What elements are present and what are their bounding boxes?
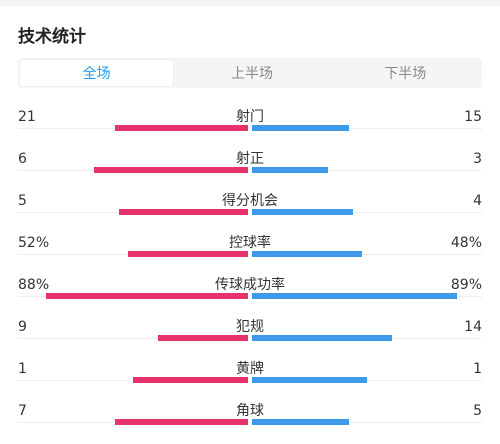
away-value: 5 — [473, 403, 482, 419]
top-divider — [0, 0, 500, 6]
away-track — [252, 254, 482, 255]
home-bar — [115, 125, 248, 131]
stat-row: 9 犯规 14 — [0, 318, 500, 360]
period-tabs: 全场 上半场 下半场 — [18, 58, 482, 88]
away-value: 89% — [450, 277, 482, 293]
away-bar — [252, 335, 392, 341]
away-track — [252, 422, 482, 423]
home-track — [18, 338, 248, 339]
away-bar — [252, 209, 353, 215]
stat-label: 射门 — [236, 109, 264, 125]
home-value: 6 — [18, 151, 27, 167]
stat-row: 88% 传球成功率 89% — [0, 276, 500, 318]
stat-row: 6 射正 3 — [0, 150, 500, 192]
page-title: 技术统计 — [18, 27, 86, 47]
tab-full-match[interactable]: 全场 — [20, 60, 174, 86]
away-value: 1 — [473, 361, 482, 377]
stat-row: 1 黄牌 1 — [0, 360, 500, 402]
stat-row: 52% 控球率 48% — [0, 234, 500, 276]
away-bar — [252, 377, 367, 383]
away-bar — [252, 167, 328, 173]
home-value: 1 — [18, 361, 27, 377]
away-bar — [252, 125, 349, 131]
stat-label: 射正 — [236, 151, 264, 167]
stat-row: 7 角球 5 — [0, 402, 500, 444]
stat-label: 控球率 — [229, 235, 271, 251]
home-bar — [94, 167, 248, 173]
home-value: 21 — [18, 109, 36, 125]
away-value: 48% — [450, 235, 482, 251]
stat-row: 21 射门 15 — [0, 108, 500, 150]
away-track — [252, 170, 482, 171]
away-bar — [252, 419, 349, 425]
stat-label: 得分机会 — [222, 193, 278, 209]
stat-label: 犯规 — [236, 319, 264, 335]
away-value: 3 — [473, 151, 482, 167]
home-value: 5 — [18, 193, 27, 209]
home-value: 7 — [18, 403, 27, 419]
away-bar — [252, 293, 457, 299]
away-track — [252, 380, 482, 381]
home-bar — [128, 251, 248, 257]
stat-label: 角球 — [236, 403, 264, 419]
away-bar — [252, 251, 362, 257]
home-bar — [115, 419, 248, 425]
home-bar — [119, 209, 248, 215]
home-value: 88% — [18, 277, 50, 293]
away-value: 4 — [473, 193, 482, 209]
tab-first-half[interactable]: 上半场 — [230, 66, 273, 82]
home-value: 52% — [18, 235, 50, 251]
stat-label: 黄牌 — [236, 361, 264, 377]
home-value: 9 — [18, 319, 27, 335]
tab-second-half[interactable]: 下半场 — [384, 66, 427, 82]
away-value: 14 — [464, 319, 482, 335]
home-bar — [46, 293, 248, 299]
home-bar — [133, 377, 248, 383]
away-track — [252, 212, 482, 213]
away-value: 15 — [464, 109, 482, 125]
stat-label: 传球成功率 — [215, 277, 285, 293]
stat-row: 5 得分机会 4 — [0, 192, 500, 234]
home-bar — [158, 335, 248, 341]
away-track — [252, 128, 482, 129]
